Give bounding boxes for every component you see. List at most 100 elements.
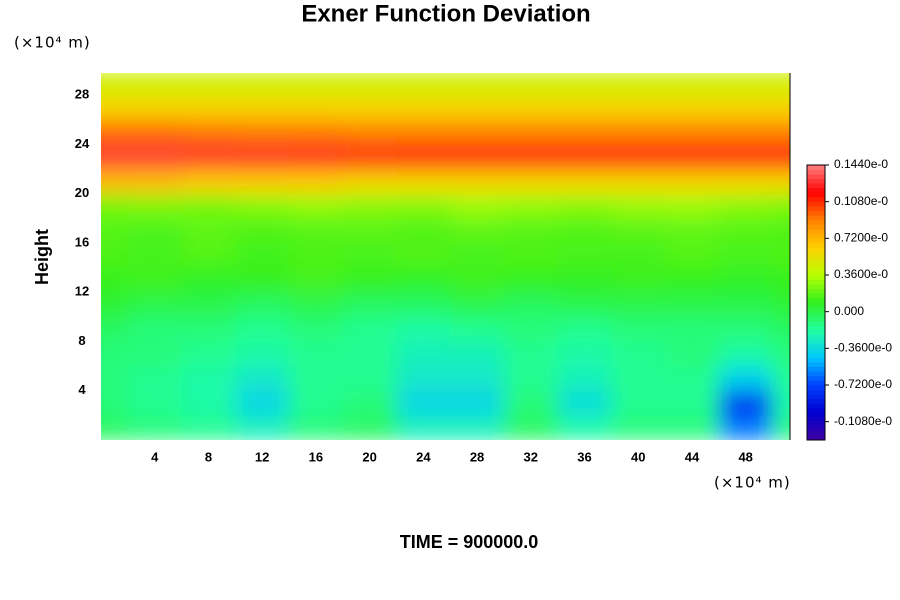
field-cell (611, 119, 666, 145)
colorbar-band (807, 297, 825, 303)
colorbar-band (807, 320, 825, 326)
field-cell (557, 242, 612, 269)
field-cell (611, 390, 666, 416)
field-cell (181, 95, 236, 121)
field-cell (611, 341, 666, 367)
colorbar-band (807, 339, 825, 345)
field-cell (74, 70, 129, 96)
colorbar-band (807, 307, 825, 312)
field-cell (718, 316, 774, 342)
colorbar-band (807, 412, 825, 418)
field-cell (74, 218, 129, 244)
field-cell (718, 341, 774, 367)
field-cell (450, 144, 505, 170)
x-tick-label: 8 (205, 449, 212, 464)
field-cell (772, 119, 827, 145)
field-cell (235, 70, 290, 96)
colorbar-band (807, 430, 825, 436)
colorbar-band (807, 165, 825, 170)
field-cell (396, 119, 451, 145)
field-cell (450, 95, 505, 121)
colorbar-band (807, 183, 825, 189)
colorbar-tick-label: 0.3600e-0 (834, 267, 888, 281)
field-cell (718, 267, 774, 293)
field-cell (557, 316, 612, 342)
field-cell (74, 144, 129, 170)
colorbar-band (807, 334, 825, 340)
field-cell (289, 193, 344, 219)
field-cell (450, 292, 505, 318)
field-cell (718, 144, 774, 170)
field-cell (503, 267, 559, 293)
colorbar-band (807, 371, 825, 377)
field-cell (342, 341, 397, 367)
field-cell (235, 193, 290, 219)
y-tick-label: 20 (75, 185, 89, 200)
field-cell (503, 218, 559, 244)
field-cell (235, 144, 290, 170)
field-cell (74, 366, 129, 392)
field-cell (772, 95, 827, 121)
y-unit: (×10⁴ m) (14, 34, 91, 52)
field-cell (503, 169, 559, 195)
colorbar-band (807, 265, 825, 271)
field-cell (342, 415, 397, 441)
field-cell (503, 70, 559, 96)
colorbar-band (807, 288, 825, 294)
field-cell (342, 95, 397, 121)
field-cell (718, 366, 774, 392)
field-cell (665, 70, 720, 96)
contour-field (74, 70, 827, 441)
colorbar-band (807, 178, 825, 184)
field-cell (665, 218, 720, 244)
x-tick-label: 12 (255, 449, 269, 464)
field-cell (181, 169, 236, 195)
field-cell (665, 316, 720, 342)
field-cell (450, 390, 505, 416)
field-cell (396, 144, 451, 170)
field-cell (718, 415, 774, 441)
colorbar-band (807, 375, 825, 381)
field-cell (611, 292, 666, 318)
field-cell (611, 366, 666, 392)
field-cell (450, 341, 505, 367)
field-cell (235, 267, 290, 293)
field-cell (450, 218, 505, 244)
field-cell (665, 415, 720, 441)
field-cell (235, 119, 290, 145)
field-cell (450, 169, 505, 195)
field-cell (665, 242, 720, 269)
y-tick-label: 24 (75, 136, 90, 151)
colorbar-band (807, 279, 825, 285)
field-cell (342, 119, 397, 145)
colorbar-band (807, 385, 825, 390)
field-cell (396, 267, 451, 293)
field-cell (289, 390, 344, 416)
y-tick-label: 28 (75, 87, 89, 102)
field-cell (342, 144, 397, 170)
colorbar-band (807, 229, 825, 235)
y-tick-label: 12 (75, 284, 89, 299)
field-cell (396, 366, 451, 392)
time-annotation: TIME = 900000.0 (400, 532, 539, 552)
colorbar-band (807, 398, 825, 404)
field-cell (181, 316, 236, 342)
field-cell (127, 366, 183, 392)
field-cell (718, 242, 774, 269)
field-cell (181, 341, 236, 367)
field-cell (450, 242, 505, 269)
chart-title: Exner Function Deviation (301, 0, 590, 27)
field-cell (611, 169, 666, 195)
field-cell (450, 415, 505, 441)
colorbar-band (807, 284, 825, 290)
field-cell (718, 193, 774, 219)
colorbar-band (807, 302, 825, 308)
field-cell (74, 193, 129, 219)
field-cell (74, 267, 129, 293)
field-cell (127, 169, 183, 195)
y-tick-label: 16 (75, 234, 89, 249)
x-tick-label: 48 (738, 449, 752, 464)
field-cell (557, 169, 612, 195)
colorbar-band (807, 426, 825, 432)
field-cell (127, 193, 183, 219)
